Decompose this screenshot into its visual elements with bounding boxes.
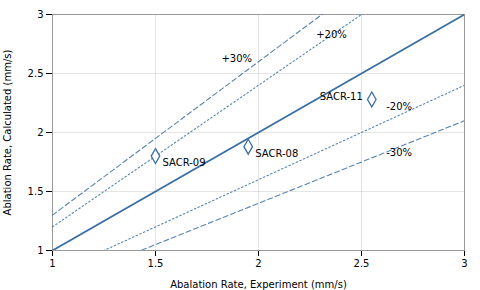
svg-text:3: 3 bbox=[37, 9, 43, 20]
svg-text:2: 2 bbox=[255, 258, 261, 269]
svg-text:Abalation Rate, Experiment (mm: Abalation Rate, Experiment (mm/s) bbox=[170, 279, 347, 290]
svg-text:-20%: -20% bbox=[386, 101, 412, 112]
svg-text:+20%: +20% bbox=[316, 29, 347, 40]
svg-text:2.5: 2.5 bbox=[354, 258, 370, 269]
svg-text:-30%: -30% bbox=[386, 147, 412, 158]
svg-text:SACR-11: SACR-11 bbox=[320, 91, 363, 102]
svg-text:+30%: +30% bbox=[221, 53, 252, 64]
svg-text:SACR-08: SACR-08 bbox=[255, 148, 298, 159]
svg-text:Ablation Rate, Calculated (mm/: Ablation Rate, Calculated (mm/s) bbox=[2, 49, 13, 215]
svg-text:3: 3 bbox=[461, 258, 467, 269]
svg-text:2.5: 2.5 bbox=[28, 68, 44, 79]
svg-text:SACR-09: SACR-09 bbox=[163, 157, 206, 168]
svg-text:1.5: 1.5 bbox=[148, 258, 164, 269]
svg-text:1: 1 bbox=[49, 258, 55, 269]
svg-text:2: 2 bbox=[37, 127, 43, 138]
svg-text:1.5: 1.5 bbox=[28, 186, 44, 197]
svg-text:1: 1 bbox=[37, 245, 43, 256]
